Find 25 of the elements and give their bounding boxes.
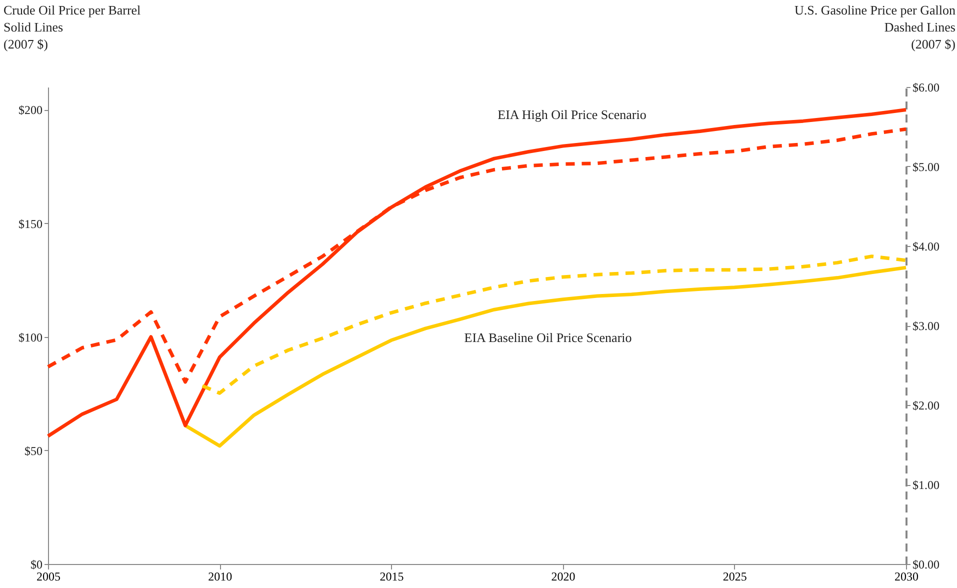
y-tick-label: $100 — [18, 330, 42, 344]
x-tick-label: 2025 — [722, 570, 747, 584]
annotation: EIA High Oil Price Scenario — [498, 107, 646, 122]
y2-tick-label: $1.00 — [912, 478, 940, 492]
x-tick-label: 2020 — [551, 570, 576, 584]
line-series — [184, 266, 908, 448]
y-tick-label: $150 — [18, 216, 42, 231]
y-axis-title: Crude Oil Price per Barrel Solid Lines (2007 $) — [4, 2, 142, 52]
y2-tick-label: $0.00 — [912, 558, 940, 572]
y2-tick-label: $5.00 — [912, 160, 940, 174]
y-tick-label: $0 — [30, 558, 42, 572]
y2-tick-label: $3.00 — [912, 319, 940, 333]
x-tick-label: 2005 — [36, 570, 60, 584]
x-tick-label: 2030 — [894, 570, 918, 584]
y2-tick-label: $2.00 — [912, 398, 940, 412]
y2-tick-label: $6.00 — [912, 80, 940, 94]
line-series — [46, 108, 908, 438]
y2-axis-title: U.S. Gasoline Price per Gallon Dashed Lines (2007 $) — [794, 2, 956, 52]
line-series — [200, 254, 908, 395]
y-tick-label: $200 — [18, 103, 42, 118]
y-tick-label: $50 — [24, 444, 42, 458]
x-tick-label: 2010 — [208, 570, 232, 584]
x-tick-label: 2015 — [380, 570, 404, 584]
annotation: EIA Baseline Oil Price Scenario — [464, 330, 632, 345]
y2-tick-label: $4.00 — [912, 240, 940, 254]
